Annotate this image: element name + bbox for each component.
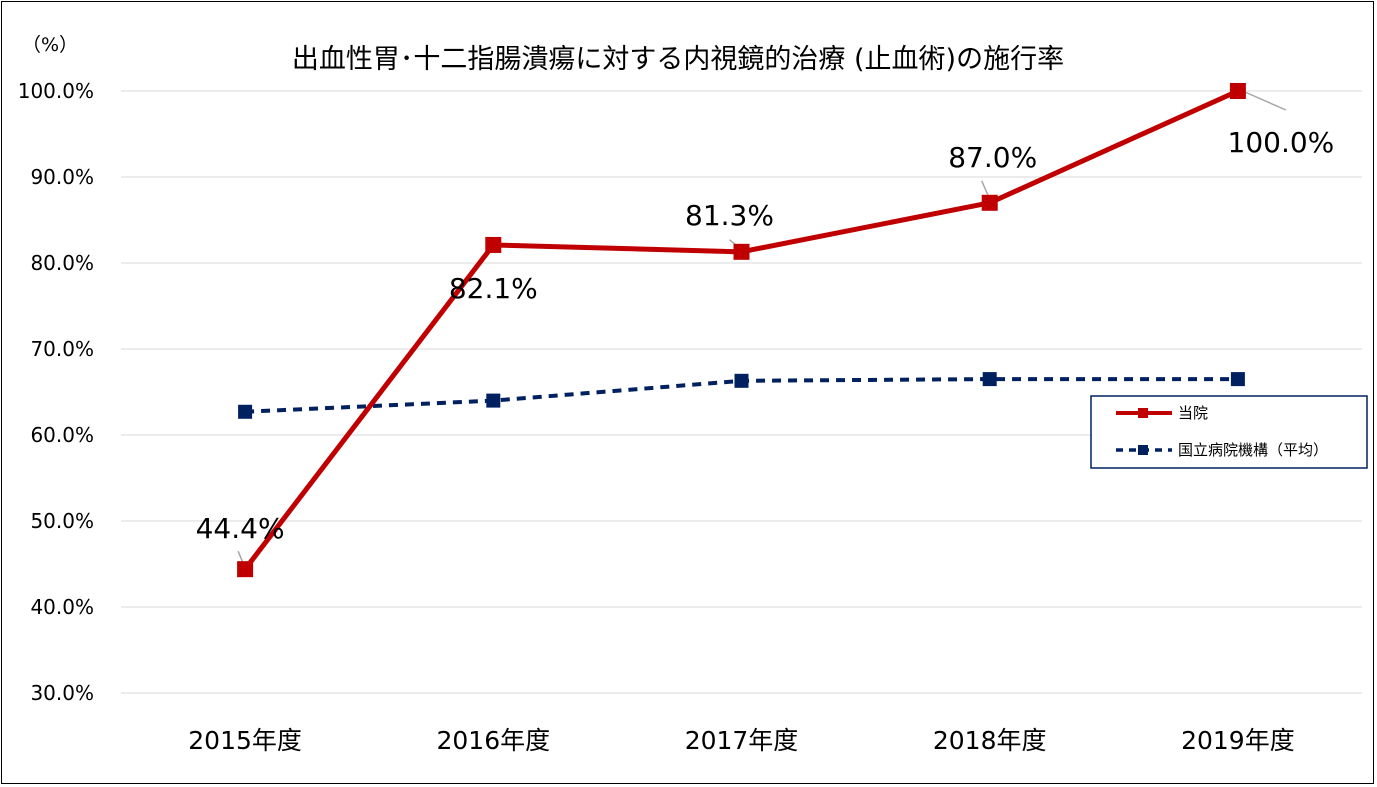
data-point-hospital (1229, 83, 1246, 99)
data-label-hospital: 87.0% (948, 141, 1037, 174)
x-tick-label: 2015年度 (188, 726, 302, 755)
y-tick-label: 60.0% (30, 423, 94, 447)
y-axis-unit-label: （%） (22, 34, 78, 56)
legend-label-nho-average: 国立病院機構（平均） (1178, 441, 1328, 459)
data-label-hospital: 81.3% (685, 199, 774, 232)
data-label-hospital: 82.1% (449, 272, 538, 305)
gridlines (121, 90, 1362, 694)
data-point-nho-average (486, 393, 501, 408)
x-tick-label: 2018年度 (933, 726, 1047, 755)
y-tick-label: 40.0% (30, 595, 94, 619)
chart-title: 出血性胃･十二指腸潰瘍に対する内視鏡的治療 (止血術)の施行率 (292, 44, 1064, 75)
y-tick-label: 70.0% (30, 337, 94, 361)
data-point-hospital (485, 236, 502, 253)
data-label-leader-lines (237, 91, 1287, 564)
x-tick-label: 2019年度 (1181, 726, 1295, 755)
series-line-hospital (243, 88, 1239, 571)
data-point-nho-average (734, 373, 749, 388)
data-label-leader (981, 180, 990, 198)
data-labels: 44.4% 82.1% 81.3% 87.0% 100.0% (196, 126, 1335, 545)
y-tick-label: 50.0% (30, 509, 94, 533)
legend-box (1090, 395, 1368, 469)
y-axis-tick-labels: 30.0% 40.0% 50.0% 60.0% 70.0% 80.0% 90.0% 100.0… (18, 79, 94, 705)
data-label-leader (1244, 91, 1287, 111)
y-tick-label: 30.0% (30, 681, 94, 705)
data-label-hospital: 44.4% (196, 512, 285, 545)
legend-label-hospital: 当院 (1178, 404, 1208, 422)
data-point-nho-average (238, 404, 253, 419)
data-point-nho-average (982, 372, 997, 387)
legend-swatch-marker-nho-average (1138, 445, 1148, 455)
series-layer (237, 83, 1246, 578)
y-tick-label: 90.0% (30, 165, 94, 189)
data-point-hospital (981, 194, 998, 211)
legend: 当院 国立病院機構（平均） (1090, 395, 1368, 469)
legend-swatch-marker-hospital (1138, 408, 1148, 418)
y-tick-label: 100.0% (18, 79, 94, 103)
data-point-nho-average (1230, 372, 1245, 387)
x-tick-label: 2016年度 (436, 726, 550, 755)
x-tick-label: 2017年度 (685, 726, 799, 755)
data-label-hospital: 100.0% (1228, 126, 1335, 159)
data-point-hospital (237, 561, 254, 578)
data-point-hospital (733, 243, 750, 260)
y-tick-label: 80.0% (30, 251, 94, 275)
x-axis-tick-labels: 2015年度 2016年度 2017年度 2018年度 2019年度 (188, 726, 1294, 755)
